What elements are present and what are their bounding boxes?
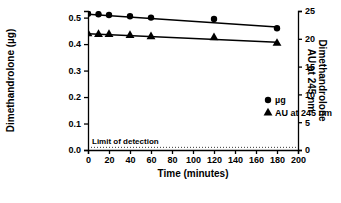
tick-mark — [84, 150, 88, 151]
tick: 160 — [249, 150, 264, 165]
tick-mark — [298, 66, 302, 67]
point — [105, 29, 114, 37]
tick-mark — [84, 123, 88, 124]
tick: 0.5 — [68, 13, 88, 23]
tick-label: 20 — [104, 155, 114, 165]
tick: 100 — [186, 150, 201, 165]
tick: 180 — [270, 150, 285, 165]
tick-mark — [84, 44, 88, 45]
y-axis: 0.0 0.1 0.2 0.3 0.4 0.5 — [68, 12, 88, 156]
tick: 0.3 — [68, 66, 88, 76]
legend-marker — [265, 97, 271, 103]
tick-mark — [172, 150, 173, 154]
point — [211, 16, 217, 22]
tick-label: 25 — [305, 6, 315, 16]
tick: 60 — [146, 150, 156, 165]
tick-label: 0.2 — [68, 92, 81, 102]
tick: 0 — [298, 145, 310, 155]
tick-label: 0 — [86, 155, 91, 165]
legend-label: µg — [275, 95, 286, 105]
tick-label: 160 — [249, 155, 264, 165]
tick-label: 5 — [305, 118, 310, 128]
tick-label: 0.4 — [68, 39, 81, 49]
tick: 25 — [298, 6, 315, 16]
tick-mark — [214, 150, 215, 154]
tick-label: 100 — [186, 155, 201, 165]
tick: 5 — [298, 118, 310, 128]
tick-mark — [84, 70, 88, 71]
tick-mark — [277, 150, 278, 154]
tick-label: 80 — [167, 155, 177, 165]
tick: 20 — [104, 150, 114, 165]
data-area — [88, 11, 298, 147]
y2-axis-title-line: Dimethandrolone — [317, 39, 328, 122]
tick-label: 140 — [228, 155, 243, 165]
x-axis: 0 20 40 60 80 100 120 140 160 180 200 — [86, 150, 306, 165]
tick-label: 0.3 — [68, 66, 81, 76]
tick-mark — [193, 150, 194, 154]
tick-label: 0.5 — [68, 13, 81, 23]
tick-mark — [298, 94, 302, 95]
tick: 0 — [86, 150, 91, 165]
tick-mark — [109, 150, 110, 154]
tick: 0.2 — [68, 92, 88, 102]
point — [88, 29, 92, 37]
y2-axis-title-line: AU at 245 nm — [306, 49, 317, 112]
tick: 40 — [125, 150, 135, 165]
tick-mark — [256, 150, 257, 154]
legend-marker — [264, 108, 273, 116]
tick-mark — [235, 150, 236, 154]
tick: 0.1 — [68, 119, 88, 129]
tick-label: 200 — [291, 155, 306, 165]
point — [126, 30, 135, 38]
tick-label: 0.0 — [68, 145, 81, 155]
tick-label: 40 — [125, 155, 135, 165]
tick-label: 0 — [305, 145, 310, 155]
y2-axis-title: DimethandroloneAU at 245 nm — [306, 39, 328, 122]
tick: 0.0 — [68, 145, 88, 155]
point — [94, 29, 103, 37]
tick: 0.4 — [68, 39, 88, 49]
x-axis-title: Time (minutes) — [158, 168, 229, 179]
point — [274, 25, 280, 31]
tick-mark — [84, 97, 88, 98]
tick: 20 — [298, 34, 315, 44]
tick-mark — [130, 150, 131, 154]
tick: 120 — [207, 150, 222, 165]
tick-mark — [298, 150, 302, 151]
tick-mark — [84, 17, 88, 18]
x-axis-line — [89, 151, 299, 155]
y-axis-line — [84, 12, 89, 151]
annotation: Limit of detection — [92, 137, 159, 146]
tick-mark — [151, 150, 152, 154]
fit-line — [88, 34, 277, 42]
tick-mark — [298, 122, 302, 123]
tick-label: 180 — [270, 155, 285, 165]
tick-label: 20 — [305, 34, 315, 44]
tick: 80 — [167, 150, 177, 165]
tick-mark — [298, 11, 302, 12]
tick-label: 0.1 — [68, 119, 81, 129]
y-axis-title: Dimethandrolone (µg) — [5, 29, 16, 133]
y2-axis-line — [299, 12, 303, 151]
tick-label: 60 — [146, 155, 156, 165]
tick: 200 — [291, 150, 306, 165]
tick: 140 — [228, 150, 243, 165]
tick-mark — [298, 39, 302, 40]
chart: 0204060801001201401601802000.00.10.20.30… — [0, 0, 341, 203]
tick-label: 120 — [207, 155, 222, 165]
plot: 0204060801001201401601802000.00.10.20.30… — [68, 6, 332, 165]
point — [147, 31, 156, 39]
fit-line — [88, 14, 277, 27]
annotation-line — [88, 147, 298, 148]
